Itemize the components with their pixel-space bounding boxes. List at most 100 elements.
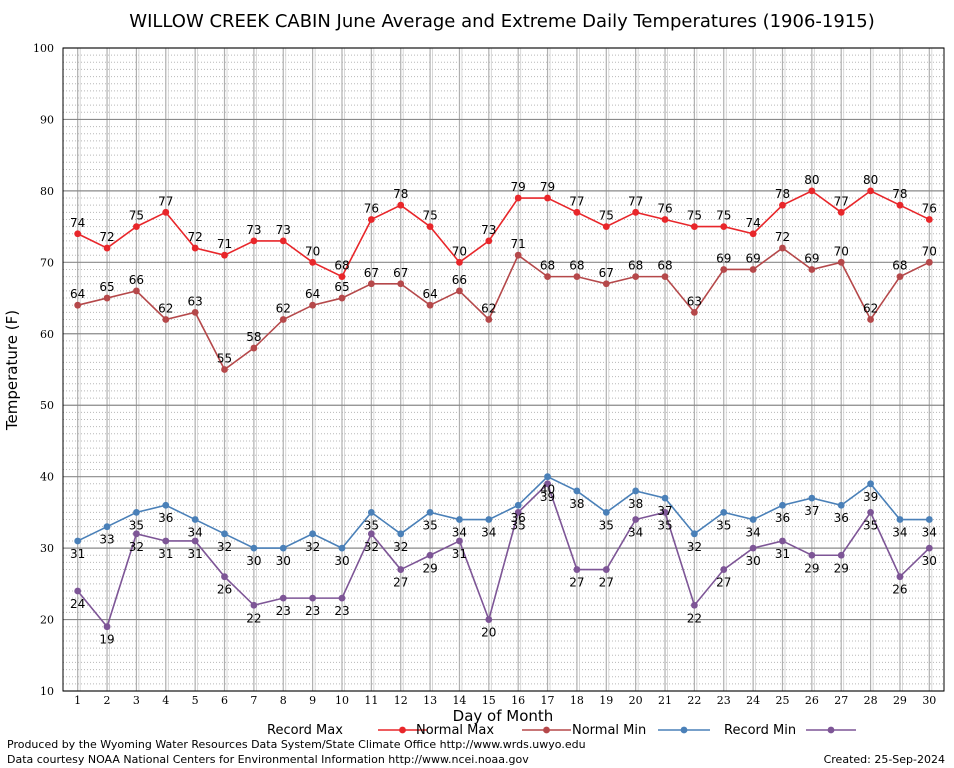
x-tick-label: 11 xyxy=(364,694,378,707)
data-point xyxy=(925,516,933,523)
footer-credit-1: Produced by the Wyoming Water Resources … xyxy=(7,738,586,751)
data-point xyxy=(720,508,728,516)
data-label: 35 xyxy=(599,518,614,532)
data-point xyxy=(602,566,610,573)
data-point xyxy=(925,216,933,223)
data-label: 30 xyxy=(246,554,261,568)
data-label: 23 xyxy=(305,604,320,618)
data-label: 64 xyxy=(422,287,437,301)
data-point xyxy=(779,244,786,252)
data-point xyxy=(485,516,493,523)
data-point xyxy=(632,487,640,495)
data-point xyxy=(250,601,258,609)
data-label: 77 xyxy=(628,194,643,208)
data-label: 77 xyxy=(834,194,849,208)
data-point xyxy=(896,201,904,209)
data-label: 68 xyxy=(334,259,349,273)
data-point xyxy=(925,544,933,552)
data-point xyxy=(191,244,199,252)
data-label: 80 xyxy=(804,173,819,187)
data-point xyxy=(544,480,551,488)
data-point xyxy=(74,301,82,309)
data-label: 22 xyxy=(687,611,702,625)
data-point xyxy=(867,187,874,195)
data-label: 29 xyxy=(834,561,849,575)
data-point xyxy=(426,551,434,559)
data-label: 35 xyxy=(129,518,144,532)
data-label: 68 xyxy=(892,259,907,273)
data-label: 76 xyxy=(364,201,379,215)
x-tick-label: 30 xyxy=(922,694,936,707)
data-label: 40 xyxy=(540,483,555,497)
series xyxy=(74,187,933,631)
data-label: 34 xyxy=(922,526,937,540)
data-label: 34 xyxy=(481,526,496,540)
data-point xyxy=(103,523,111,531)
series-line-normal-min xyxy=(77,475,930,550)
y-axis-label: Temperature (F) xyxy=(3,310,21,431)
data-point xyxy=(690,530,698,538)
x-tick-label: 6 xyxy=(221,694,228,707)
data-label: 34 xyxy=(628,526,643,540)
data-label: 65 xyxy=(334,280,349,294)
data-point xyxy=(279,316,287,323)
data-label: 27 xyxy=(569,576,584,590)
data-label: 72 xyxy=(188,230,203,244)
data-point xyxy=(397,201,405,209)
data-label: 32 xyxy=(129,540,144,554)
y-tick-label: 100 xyxy=(33,42,54,55)
data-label: 34 xyxy=(892,526,907,540)
data-point xyxy=(456,537,463,545)
x-tick-label: 20 xyxy=(629,694,643,707)
data-point xyxy=(808,266,816,273)
y-tick-label: 60 xyxy=(40,328,54,341)
data-point xyxy=(544,473,551,481)
data-label: 69 xyxy=(804,251,819,265)
data-label: 22 xyxy=(246,611,261,625)
legend-label: Normal Max xyxy=(416,723,494,738)
data-point xyxy=(690,223,698,231)
data-label: 32 xyxy=(687,540,702,554)
data-label: 39 xyxy=(540,490,555,504)
data-label: 70 xyxy=(305,244,320,258)
data-label: 71 xyxy=(511,237,526,251)
data-point xyxy=(221,366,228,373)
data-label: 70 xyxy=(834,244,849,258)
plot-frame xyxy=(62,47,945,692)
data-point xyxy=(162,208,170,216)
data-label: 35 xyxy=(511,518,526,532)
data-label: 36 xyxy=(511,511,526,525)
data-point xyxy=(485,237,493,245)
data-point xyxy=(133,530,140,538)
data-label: 38 xyxy=(628,497,643,511)
data-label: 30 xyxy=(276,554,291,568)
data-label: 27 xyxy=(716,576,731,590)
data-label: 30 xyxy=(922,554,937,568)
data-label: 29 xyxy=(422,561,437,575)
data-label: 64 xyxy=(70,287,85,301)
created-date: Created: 25-Sep-2024 xyxy=(824,753,945,766)
x-tick-label: 5 xyxy=(192,694,199,707)
data-point xyxy=(690,308,698,316)
data-point xyxy=(367,216,375,223)
data-point xyxy=(74,537,82,545)
data-point xyxy=(279,237,287,245)
data-label: 23 xyxy=(276,604,291,618)
data-point xyxy=(397,566,405,573)
data-point xyxy=(514,508,522,516)
y-tick-label: 30 xyxy=(40,542,54,555)
data-point xyxy=(837,551,845,559)
legend-label: Record Min xyxy=(724,723,796,738)
data-label: 65 xyxy=(99,280,114,294)
legend-label: Record Max xyxy=(267,723,343,738)
data-point xyxy=(338,594,346,602)
x-tick-label: 16 xyxy=(511,694,525,707)
y-tick-label: 20 xyxy=(40,614,54,627)
data-label: 58 xyxy=(246,330,261,344)
data-label: 37 xyxy=(804,504,819,518)
data-point xyxy=(338,544,346,552)
data-point xyxy=(338,273,346,281)
data-point xyxy=(779,501,786,509)
data-point xyxy=(397,280,405,288)
